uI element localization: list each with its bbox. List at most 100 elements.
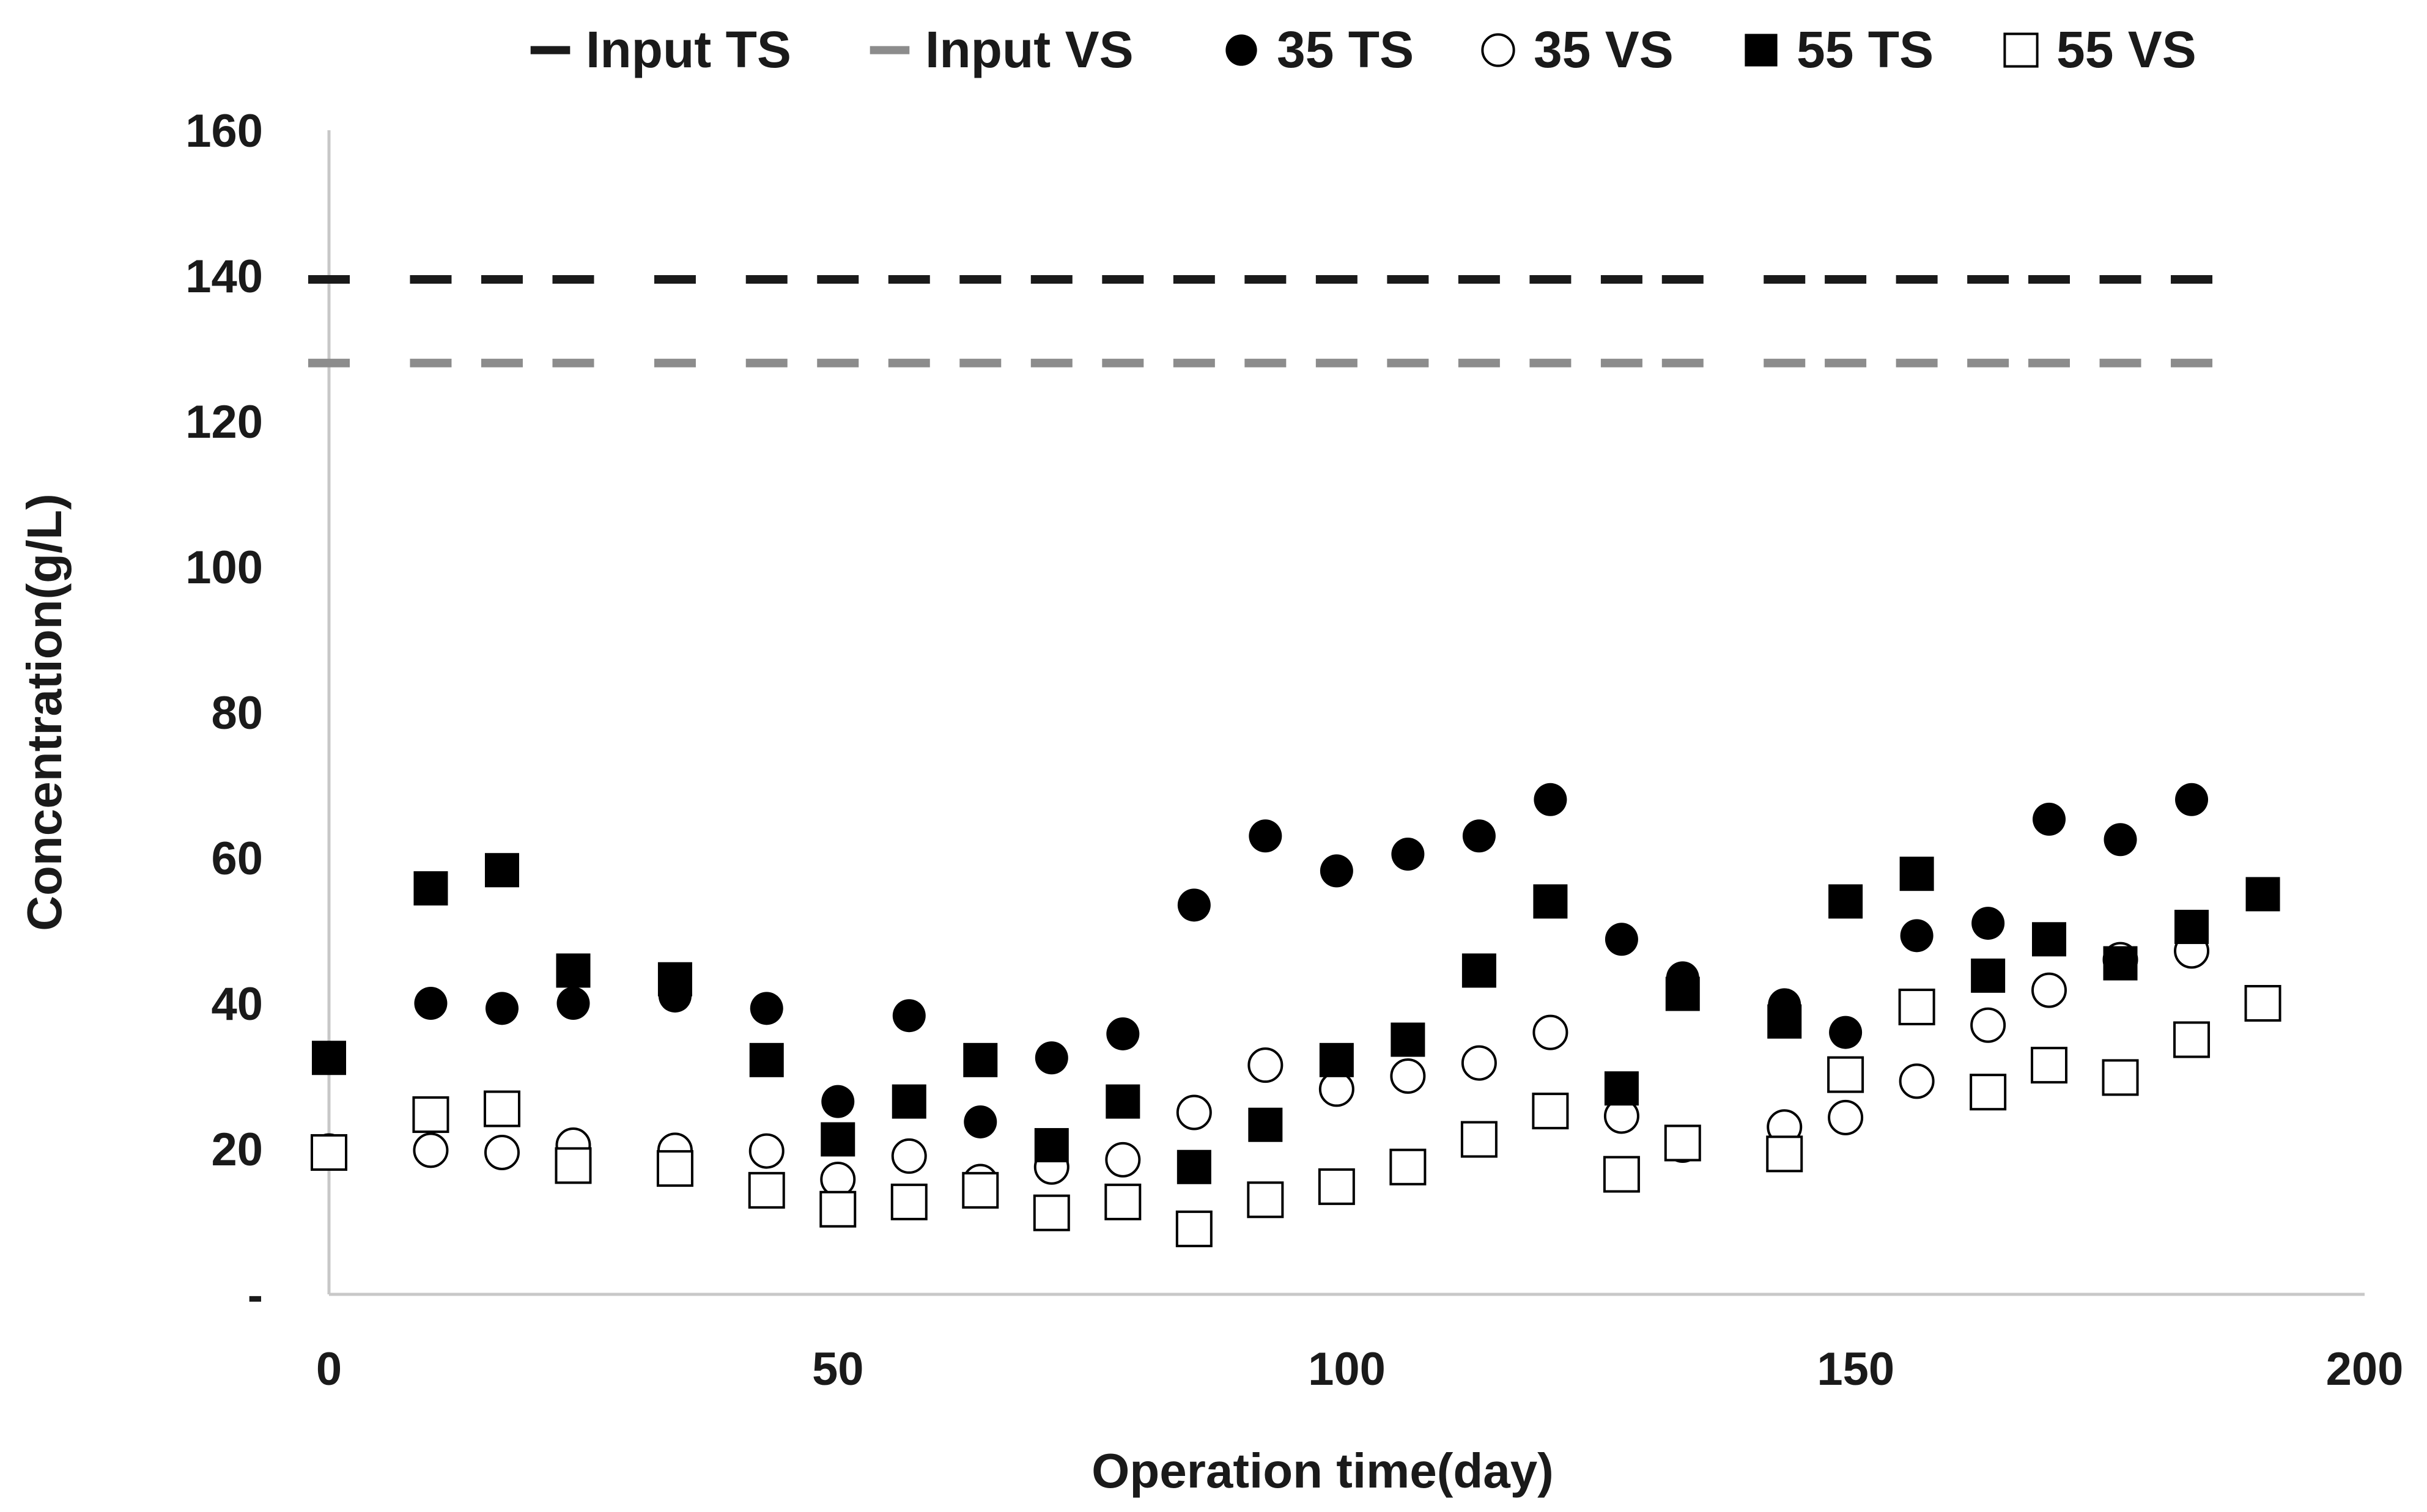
point-55-ts xyxy=(2174,910,2209,945)
point-55-vs xyxy=(656,1150,693,1187)
point-55-ts xyxy=(1767,1004,1802,1039)
point-55-ts xyxy=(749,1042,784,1077)
point-55-vs xyxy=(2102,1059,2139,1096)
point-55-ts xyxy=(1899,857,1934,891)
point-55-vs xyxy=(2173,1021,2211,1058)
point-55-ts xyxy=(2245,877,2280,912)
legend-item-input-vs: Input VS xyxy=(870,21,1134,78)
point-35-vs xyxy=(1176,1094,1212,1130)
point-55-ts xyxy=(1319,1042,1354,1077)
point-35-vs xyxy=(891,1138,927,1174)
y-axis-title: Concentration(g/L) xyxy=(17,493,72,931)
point-35-vs xyxy=(1461,1045,1497,1081)
point-55-ts xyxy=(556,953,591,988)
point-35-vs xyxy=(1247,1047,1284,1083)
x-tick-label: 0 xyxy=(316,1343,342,1395)
legend-label-input-ts: Input TS xyxy=(586,21,791,78)
point-35-ts xyxy=(1035,1041,1068,1075)
point-55-vs xyxy=(412,1096,449,1134)
legend-label-35-ts: 35 TS xyxy=(1277,21,1414,78)
point-55-ts xyxy=(2103,946,2138,981)
legend: Input TS Input VS 35 TS 35 VS 55 TS 55 VS xyxy=(530,21,2196,78)
point-35-ts xyxy=(1534,783,1567,816)
point-55-vs xyxy=(1827,1056,1864,1093)
point-55-ts xyxy=(312,1041,346,1075)
x-tick-labels: 0 50 100 150 200 xyxy=(316,1343,2404,1395)
point-55-ts xyxy=(1248,1107,1283,1142)
point-55-vs xyxy=(483,1090,520,1127)
y-tick-label: 40 xyxy=(211,978,263,1030)
point-35-vs xyxy=(413,1132,449,1168)
point-55-ts xyxy=(1177,1149,1211,1184)
point-55-ts xyxy=(1034,1128,1069,1163)
point-55-vs xyxy=(1318,1168,1355,1205)
point-55-vs xyxy=(1970,1074,2007,1111)
point-55-ts xyxy=(2032,922,2067,957)
point-55-ts xyxy=(892,1084,926,1119)
y-tick-label: 100 xyxy=(185,542,263,594)
point-55-vs xyxy=(311,1134,347,1171)
point-35-ts xyxy=(1900,919,1934,953)
legend-marker-55-vs xyxy=(2003,32,2039,68)
x-tick-label: 50 xyxy=(812,1343,864,1395)
legend-item-55-vs: 55 VS xyxy=(2003,21,2196,78)
plot-area xyxy=(308,275,2281,1247)
point-35-vs xyxy=(2031,972,2067,1008)
point-55-ts xyxy=(657,962,692,997)
point-55-vs xyxy=(890,1183,928,1220)
point-55-vs xyxy=(1033,1194,1070,1231)
point-35-ts xyxy=(1971,907,2005,940)
x-tick-label: 150 xyxy=(1817,1343,1894,1395)
point-35-ts xyxy=(821,1085,855,1118)
point-55-vs xyxy=(1766,1135,1803,1173)
point-35-ts xyxy=(485,992,519,1025)
point-35-vs xyxy=(484,1134,520,1170)
point-35-ts xyxy=(750,992,783,1025)
legend-marker-55-ts xyxy=(1745,34,1778,67)
point-35-ts xyxy=(1829,1016,1863,1049)
point-55-vs xyxy=(2244,985,2281,1022)
point-55-ts xyxy=(484,853,519,888)
x-tick-label: 100 xyxy=(1308,1343,1386,1395)
point-35-ts xyxy=(556,987,590,1020)
point-55-vs xyxy=(2031,1047,2068,1084)
series-35-ts xyxy=(414,783,2209,1138)
legend-label-55-ts: 55 TS xyxy=(1797,21,1934,78)
x-axis-title: Operation time(day) xyxy=(1092,1444,1554,1498)
point-35-vs xyxy=(1828,1099,1864,1135)
point-55-vs xyxy=(1664,1124,1701,1162)
point-55-ts xyxy=(1665,976,1700,1011)
point-35-ts xyxy=(1249,819,1282,853)
legend-item-35-ts: 35 TS xyxy=(1225,21,1414,78)
point-35-ts xyxy=(1391,838,1425,871)
point-55-ts xyxy=(1461,953,1496,988)
point-35-ts xyxy=(414,987,448,1020)
point-55-vs xyxy=(1460,1121,1498,1158)
point-35-vs xyxy=(1390,1058,1426,1094)
point-35-vs xyxy=(1532,1014,1568,1050)
point-55-ts xyxy=(1971,958,2006,993)
point-55-vs xyxy=(555,1147,592,1184)
series-55-ts xyxy=(312,853,2280,1184)
point-35-vs xyxy=(1105,1141,1141,1178)
point-55-ts xyxy=(1533,884,1568,919)
point-35-vs xyxy=(748,1133,785,1169)
point-55-vs xyxy=(1603,1156,1640,1193)
y-tick-label: 120 xyxy=(185,396,263,448)
point-35-ts xyxy=(1462,819,1496,853)
y-tick-label: 160 xyxy=(185,105,263,157)
point-35-ts xyxy=(1106,1017,1140,1050)
y-tick-label: 20 xyxy=(211,1124,263,1176)
point-35-ts xyxy=(964,1105,997,1138)
legend-marker-35-vs xyxy=(1481,33,1515,67)
point-55-vs xyxy=(1389,1148,1427,1186)
point-35-vs xyxy=(1899,1063,1935,1099)
point-55-vs xyxy=(1175,1210,1213,1247)
point-55-ts xyxy=(1604,1071,1639,1106)
point-35-ts xyxy=(2104,823,2137,857)
point-55-vs xyxy=(1104,1183,1142,1220)
point-55-vs xyxy=(962,1171,999,1209)
point-55-ts xyxy=(821,1122,855,1157)
